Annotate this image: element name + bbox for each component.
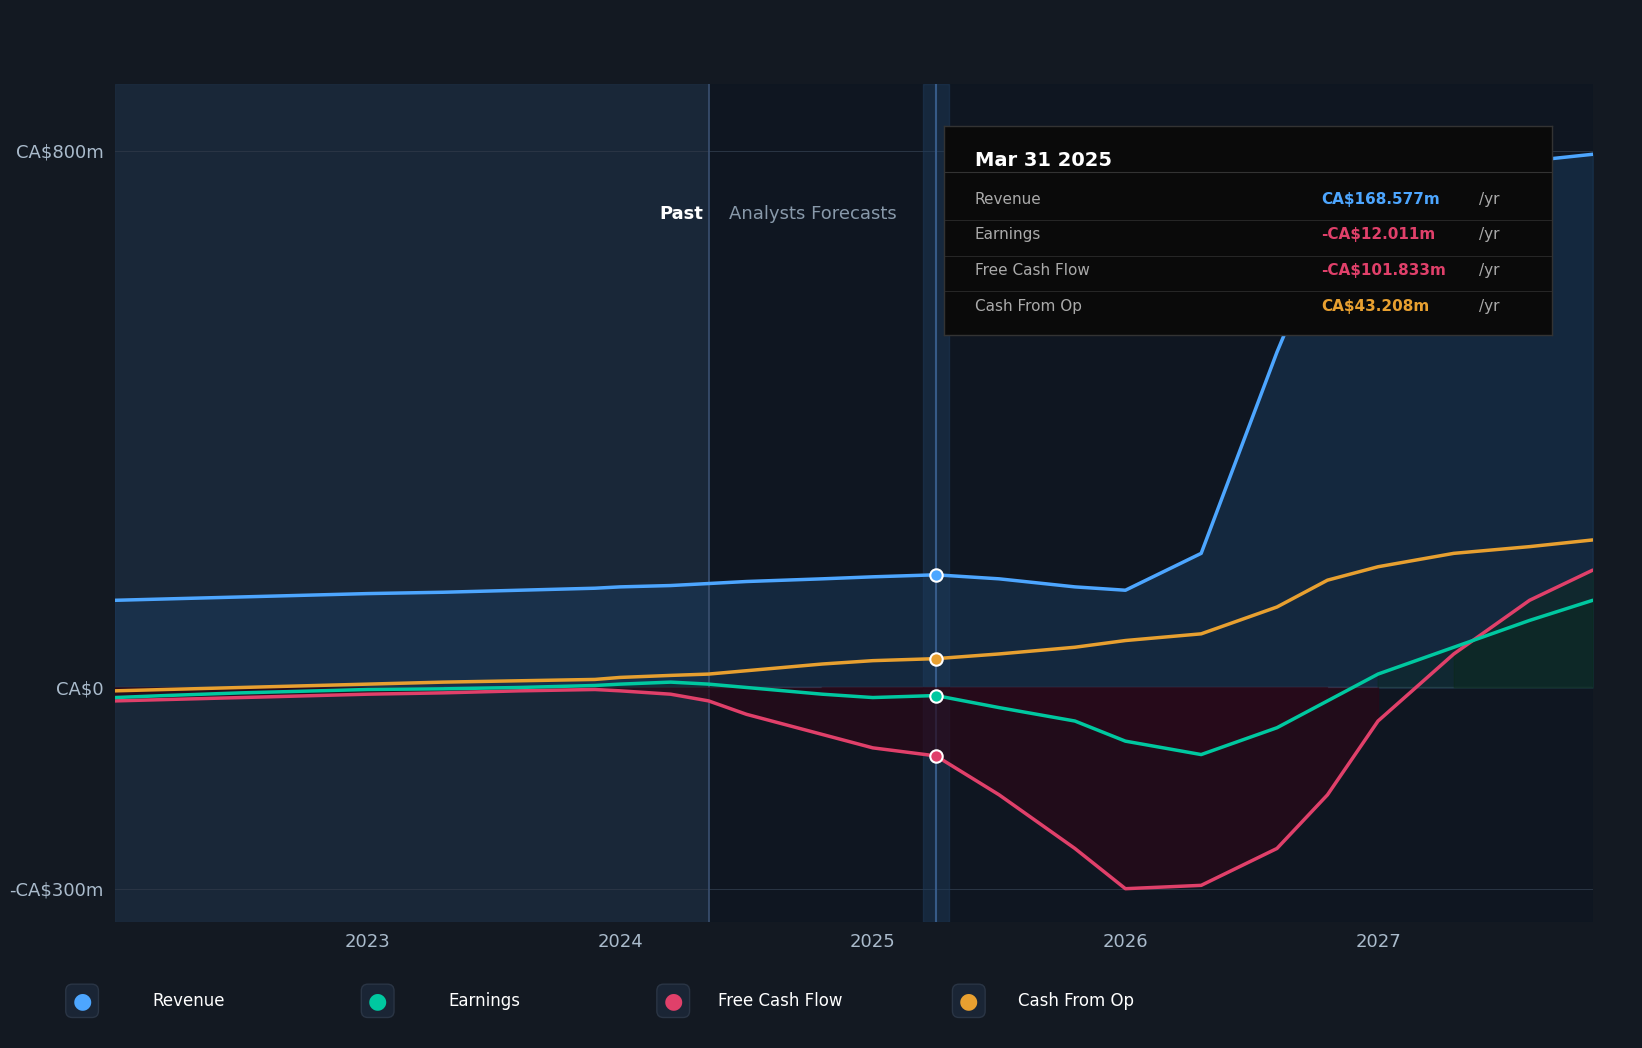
Text: CA$168.577m: CA$168.577m (1320, 192, 1440, 206)
Point (923, 747, 949, 764)
Text: CA$43.208m: CA$43.208m (1320, 299, 1429, 313)
Text: Free Cash Flow: Free Cash Flow (718, 991, 842, 1010)
Text: Earnings: Earnings (975, 227, 1041, 242)
Text: Cash From Op: Cash From Op (1018, 991, 1133, 1010)
Text: /yr: /yr (1479, 227, 1499, 242)
Text: Cash From Op: Cash From Op (975, 299, 1082, 313)
Text: Revenue: Revenue (975, 192, 1041, 206)
Text: Earnings: Earnings (448, 991, 521, 1010)
Text: ●: ● (72, 990, 92, 1011)
Text: Free Cash Flow: Free Cash Flow (975, 263, 1089, 278)
Text: Past: Past (660, 204, 703, 222)
Text: ●: ● (663, 990, 683, 1011)
Text: ●: ● (959, 990, 979, 1011)
Text: /yr: /yr (1479, 299, 1499, 313)
Point (923, 687, 949, 704)
Text: /yr: /yr (1479, 263, 1499, 278)
Text: Revenue: Revenue (153, 991, 225, 1010)
Text: /yr: /yr (1479, 192, 1499, 206)
Point (923, 650, 949, 667)
Text: -CA$12.011m: -CA$12.011m (1320, 227, 1435, 242)
Text: Analysts Forecasts: Analysts Forecasts (729, 204, 897, 222)
Text: -CA$101.833m: -CA$101.833m (1320, 263, 1445, 278)
Bar (923, 84, 949, 922)
Text: Mar 31 2025: Mar 31 2025 (975, 151, 1112, 170)
Bar (709, 84, 1593, 922)
Text: ●: ● (368, 990, 388, 1011)
Point (923, 566, 949, 583)
Bar (115, 84, 709, 922)
